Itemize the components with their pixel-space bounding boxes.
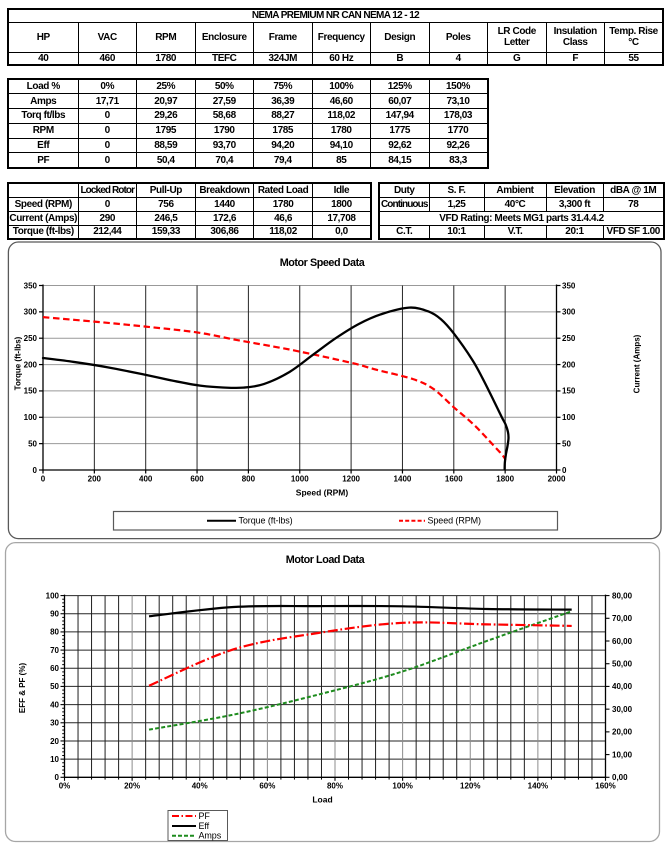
svg-text:100: 100 <box>24 413 38 422</box>
svg-text:30,00: 30,00 <box>612 705 633 714</box>
svg-text:0: 0 <box>41 475 46 484</box>
svg-text:200: 200 <box>562 360 576 369</box>
svg-text:Speed (RPM): Speed (RPM) <box>296 488 349 498</box>
svg-text:0,00: 0,00 <box>612 773 628 782</box>
svg-text:400: 400 <box>139 475 153 484</box>
svg-text:40%: 40% <box>192 782 208 791</box>
svg-text:60,00: 60,00 <box>612 637 633 646</box>
svg-text:140%: 140% <box>528 782 548 791</box>
svg-text:1600: 1600 <box>445 475 463 484</box>
svg-text:Eff: Eff <box>199 821 210 831</box>
svg-text:0: 0 <box>33 466 38 475</box>
svg-text:350: 350 <box>24 281 38 290</box>
svg-text:70: 70 <box>50 646 59 655</box>
svg-text:60%: 60% <box>259 782 275 791</box>
svg-text:20,00: 20,00 <box>612 728 633 737</box>
svg-text:200: 200 <box>24 360 38 369</box>
svg-text:1200: 1200 <box>342 475 360 484</box>
svg-text:Amps: Amps <box>199 831 222 841</box>
svg-text:Torque (ft-lbs): Torque (ft-lbs) <box>239 516 293 526</box>
svg-text:1000: 1000 <box>291 475 309 484</box>
svg-text:250: 250 <box>562 334 576 343</box>
svg-text:20: 20 <box>50 737 59 746</box>
svg-text:150: 150 <box>562 387 576 396</box>
svg-text:100: 100 <box>562 413 576 422</box>
svg-text:120%: 120% <box>460 782 480 791</box>
svg-text:Motor Load Data: Motor Load Data <box>286 554 366 566</box>
svg-text:800: 800 <box>242 475 256 484</box>
svg-text:70,00: 70,00 <box>612 614 633 623</box>
svg-text:50: 50 <box>50 682 59 691</box>
svg-text:80%: 80% <box>327 782 343 791</box>
svg-text:80,00: 80,00 <box>612 591 633 600</box>
svg-text:10,00: 10,00 <box>612 750 633 759</box>
svg-text:Current (Amps): Current (Amps) <box>633 334 642 393</box>
svg-text:300: 300 <box>562 308 576 317</box>
svg-text:160%: 160% <box>595 782 615 791</box>
svg-text:20%: 20% <box>124 782 140 791</box>
svg-text:Motor Speed Data: Motor Speed Data <box>280 257 366 269</box>
svg-text:200: 200 <box>88 475 102 484</box>
svg-text:300: 300 <box>24 308 38 317</box>
svg-text:EFF & PF (%): EFF & PF (%) <box>18 663 27 714</box>
svg-text:80: 80 <box>50 628 59 637</box>
svg-text:0: 0 <box>562 466 567 475</box>
svg-text:50: 50 <box>562 439 571 448</box>
svg-text:PF: PF <box>199 811 211 821</box>
svg-text:1800: 1800 <box>496 475 514 484</box>
svg-text:40: 40 <box>50 700 59 709</box>
svg-text:50: 50 <box>28 439 37 448</box>
svg-text:Load: Load <box>312 795 332 805</box>
svg-text:600: 600 <box>190 475 204 484</box>
svg-text:100%: 100% <box>392 782 412 791</box>
svg-text:250: 250 <box>24 334 38 343</box>
svg-text:50,00: 50,00 <box>612 660 633 669</box>
svg-text:0: 0 <box>55 773 60 782</box>
svg-text:100: 100 <box>46 591 60 600</box>
svg-text:Speed (RPM): Speed (RPM) <box>428 516 482 526</box>
svg-text:350: 350 <box>562 281 576 290</box>
svg-text:1400: 1400 <box>394 475 412 484</box>
svg-text:0%: 0% <box>59 782 71 791</box>
svg-text:10: 10 <box>50 755 59 764</box>
svg-text:Torque (ft-lbs): Torque (ft-lbs) <box>14 336 23 390</box>
svg-text:150: 150 <box>24 387 38 396</box>
svg-text:2000: 2000 <box>548 475 566 484</box>
svg-text:60: 60 <box>50 664 59 673</box>
svg-text:30: 30 <box>50 719 59 728</box>
svg-text:40,00: 40,00 <box>612 682 633 691</box>
svg-text:90: 90 <box>50 610 59 619</box>
